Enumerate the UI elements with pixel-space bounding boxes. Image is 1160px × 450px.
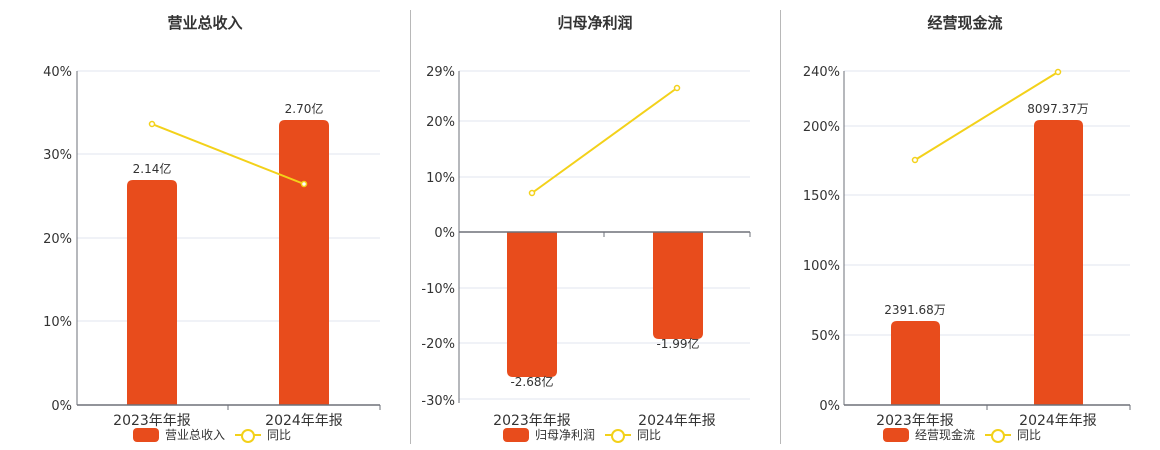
svg-text:50%: 50% (811, 329, 840, 344)
svg-text:2391.68万: 2391.68万 (884, 303, 946, 317)
chart-title: 经营现金流 (927, 14, 1003, 32)
svg-text:29%: 29% (426, 65, 455, 80)
chart-title: 营业总收入 (167, 14, 243, 32)
svg-text:0%: 0% (434, 226, 455, 241)
legend-line-icon (985, 428, 1012, 443)
svg-text:2024年年报: 2024年年报 (638, 413, 716, 429)
y-axis-ticks: 40% 30% 20% 10% 0% (43, 65, 72, 414)
svg-text:40%: 40% (43, 65, 72, 80)
legend[interactable]: 归母净利润 同比 (503, 426, 661, 443)
svg-text:0%: 0% (51, 399, 72, 414)
svg-text:10%: 10% (426, 171, 455, 186)
bar-2023[interactable] (891, 321, 940, 405)
svg-text:8097.37万: 8097.37万 (1027, 102, 1089, 116)
bar-2024[interactable] (653, 232, 703, 339)
y-axis-ticks: 29% 20% 10% 0% -10% -20% -30% (421, 65, 455, 409)
svg-text:20%: 20% (43, 232, 72, 247)
y-axis-ticks: 240% 200% 150% 100% 50% 0% (803, 65, 840, 414)
divider (780, 10, 781, 444)
svg-text:20%: 20% (426, 115, 455, 130)
svg-text:200%: 200% (803, 120, 840, 135)
svg-text:2023年年报: 2023年年报 (113, 413, 191, 429)
chart-panel-net-profit: 归母净利润 29% 20% 10% 0% -10% -20% -30% -2.6… (380, 0, 790, 450)
legend-bar-swatch (503, 427, 529, 442)
svg-text:-10%: -10% (421, 282, 455, 297)
legend-line-icon (605, 428, 632, 443)
svg-text:-2.68亿: -2.68亿 (510, 374, 553, 389)
chart-plot: 240% 200% 150% 100% 50% 0% 2391.68万 8097… (803, 65, 1131, 429)
svg-text:2024年年报: 2024年年报 (1019, 413, 1097, 429)
svg-text:2023年年报: 2023年年报 (493, 413, 571, 429)
divider (410, 10, 411, 444)
legend[interactable]: 营业总收入 同比 (133, 426, 291, 443)
grid-lines (77, 70, 380, 322)
legend-line-icon (235, 428, 262, 443)
svg-text:10%: 10% (43, 315, 72, 330)
chart-plot: 29% 20% 10% 0% -10% -20% -30% -2.68亿 -1.… (421, 65, 751, 429)
chart-plot: 40% 30% 20% 10% 0% 2.14亿 2.70亿 2023年年报 2… (43, 65, 381, 429)
svg-text:30%: 30% (43, 148, 72, 163)
svg-text:100%: 100% (803, 259, 840, 274)
svg-text:2.70亿: 2.70亿 (285, 101, 324, 116)
svg-text:-1.99亿: -1.99亿 (656, 336, 699, 351)
bar-2024[interactable] (279, 120, 329, 405)
legend-bar-swatch (883, 427, 909, 442)
svg-text:0%: 0% (819, 399, 840, 414)
svg-text:150%: 150% (803, 189, 840, 204)
svg-text:2.14亿: 2.14亿 (133, 161, 172, 176)
svg-text:2023年年报: 2023年年报 (876, 413, 954, 429)
legend[interactable]: 经营现金流 同比 (883, 426, 1041, 443)
bar-2023[interactable] (127, 180, 177, 405)
svg-text:-30%: -30% (421, 394, 455, 409)
legend-bar-swatch (133, 427, 159, 442)
chart-panel-revenue: 营业总收入 40% 30% 20% 10% 0% 2.14亿 2.70亿 202… (0, 0, 410, 450)
svg-text:240%: 240% (803, 65, 840, 80)
svg-text:-20%: -20% (421, 337, 455, 352)
chart-title: 归母净利润 (557, 14, 633, 32)
bar-2024[interactable] (1034, 120, 1083, 405)
chart-panel-operating-cashflow: 经营现金流 240% 200% 150% 100% 50% 0% 2391.68… (770, 0, 1160, 450)
svg-text:2024年年报: 2024年年报 (265, 413, 343, 429)
bar-2023[interactable] (507, 232, 557, 377)
